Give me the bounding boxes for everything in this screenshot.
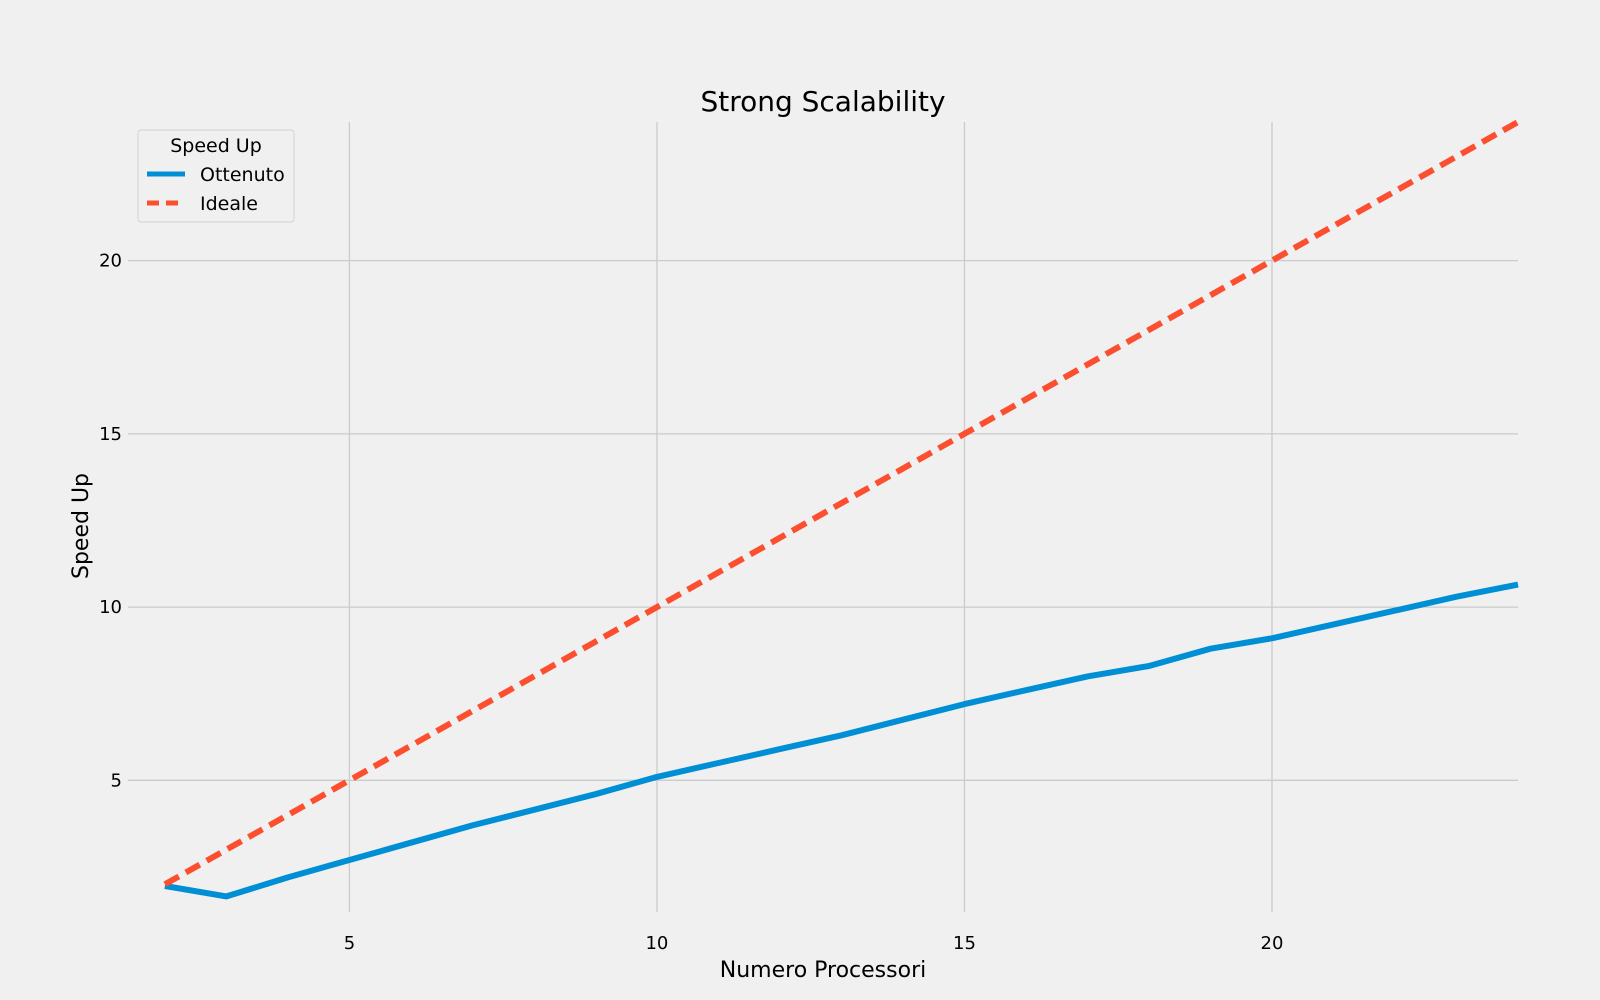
y-axis-ticks: 5 10 15 20 <box>99 251 122 792</box>
y-tick-label: 15 <box>99 424 122 445</box>
series-line-ottenuto <box>164 581 1519 900</box>
chart-title: Strong Scalability <box>700 85 945 118</box>
x-tick-label: 20 <box>1261 933 1284 954</box>
y-axis-label: Speed Up <box>69 473 94 579</box>
legend-box <box>137 129 295 223</box>
y-tick-label: 20 <box>99 251 122 272</box>
legend-label-ideale: Ideale <box>200 193 258 215</box>
x-tick-label: 10 <box>645 933 668 954</box>
x-axis-ticks: 5 10 15 20 <box>344 933 1284 954</box>
y-tick-label: 5 <box>111 770 122 791</box>
x-tick-label: 15 <box>953 933 976 954</box>
series-group <box>163 119 1520 900</box>
x-tick-label: 5 <box>344 933 355 954</box>
y-tick-label: 10 <box>99 597 122 618</box>
x-axis-label: Numero Processori <box>720 958 926 983</box>
grid <box>128 122 1518 912</box>
series-line-ideale <box>163 119 1520 887</box>
legend-title: Speed Up <box>170 135 262 157</box>
legend: Speed Up Ottenuto Ideale <box>137 129 295 223</box>
legend-label-ottenuto: Ottenuto <box>200 164 285 186</box>
